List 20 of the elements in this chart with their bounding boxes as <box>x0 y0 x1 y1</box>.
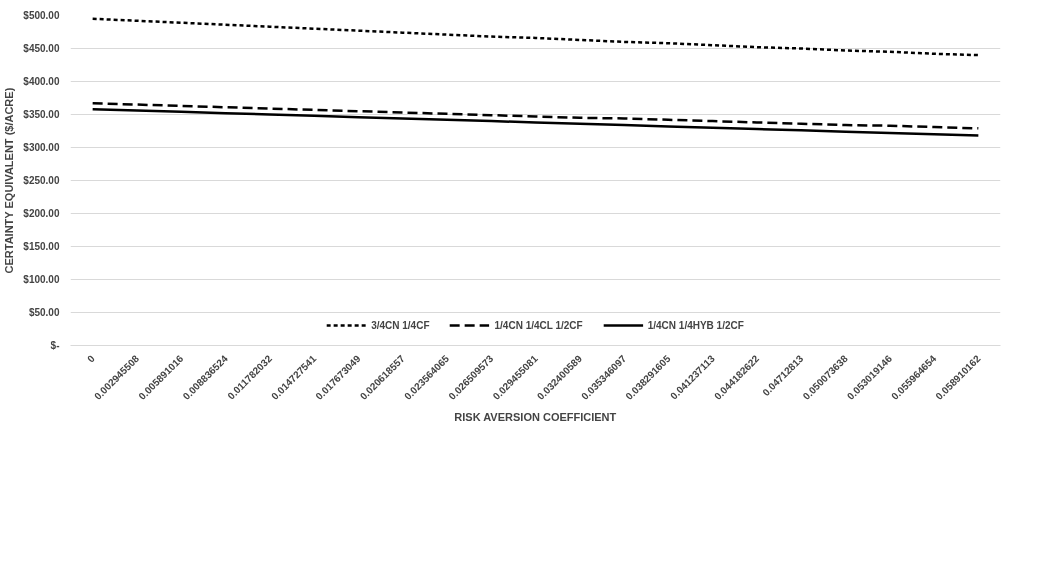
y-tick-label: $250.00 <box>23 175 60 186</box>
y-tick-label: $400.00 <box>23 76 60 87</box>
y-tick-label: $200.00 <box>23 208 60 219</box>
legend-label: 1/4CN 1/4CL 1/2CF <box>494 319 583 331</box>
y-tick-label: $500.00 <box>23 10 60 21</box>
y-tick-label: $100.00 <box>23 274 60 285</box>
legend-label: 1/4CN 1/4HYB 1/2CF <box>647 319 744 331</box>
line-series <box>91 107 980 137</box>
line-series <box>91 102 980 130</box>
legend-label: 3/4CN 1/4CF <box>371 319 430 331</box>
x-tick-label: 0 <box>85 352 98 365</box>
y-tick-label: $350.00 <box>23 109 60 120</box>
y-tick-label: $50.00 <box>28 307 60 318</box>
y-tick-label: $150.00 <box>23 241 60 252</box>
y-tick-label: $300.00 <box>23 142 60 153</box>
y-tick-label: $- <box>50 340 60 351</box>
y-tick-label: $450.00 <box>23 43 60 54</box>
y-axis-title: CERTAINTY EQUIVALENT ($/ACRE) <box>3 87 16 274</box>
x-axis-title: RISK AVERSION COEFFICIENT <box>454 411 617 424</box>
line-series <box>91 17 980 57</box>
